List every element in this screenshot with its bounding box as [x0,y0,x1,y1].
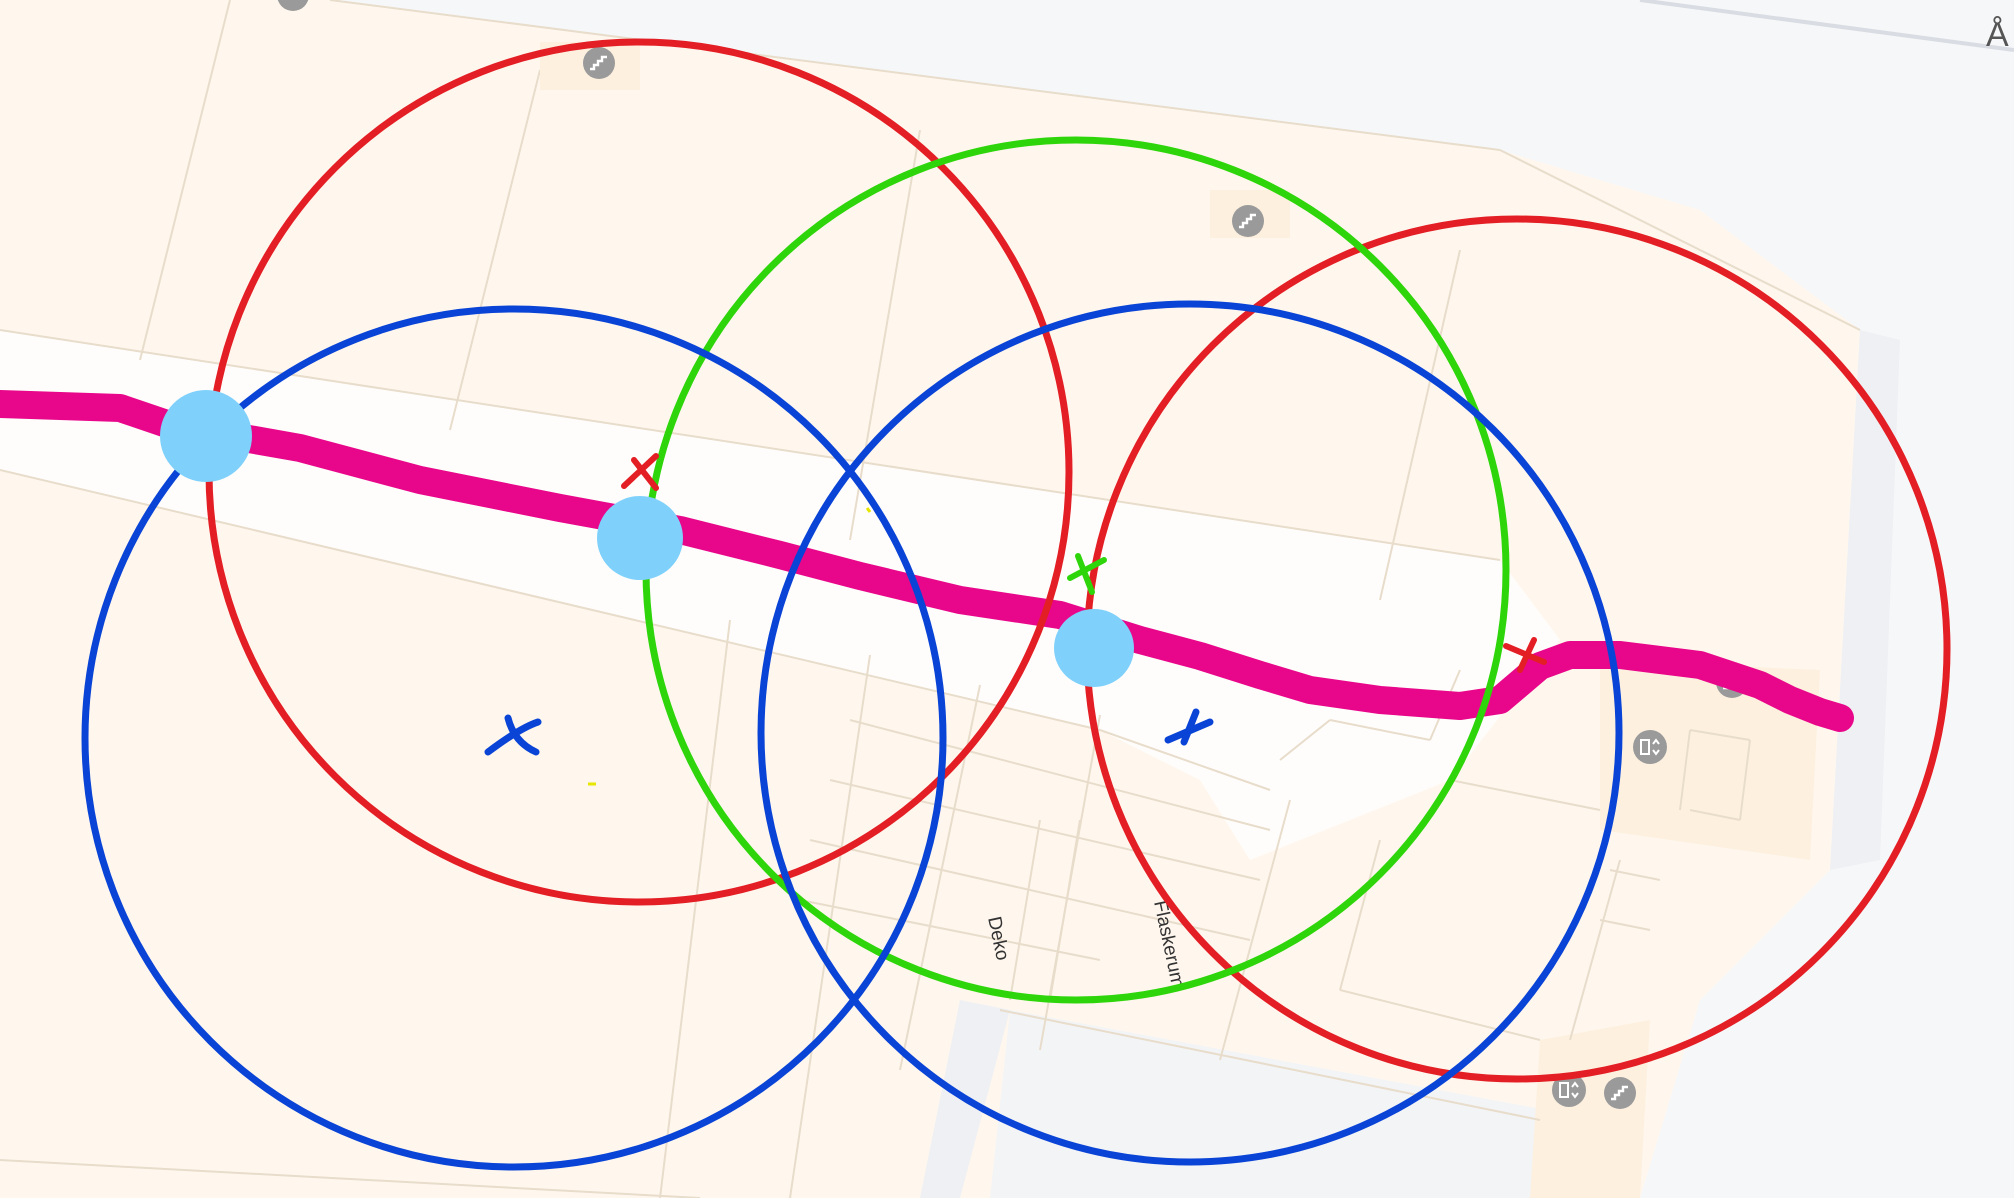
waypoint-1 [160,390,252,482]
waypoint-2 [597,496,683,580]
room-walls [0,0,1861,1198]
edge-label: Å [1986,16,2009,54]
stairs-icon-top-edge[interactable] [277,0,309,11]
green-cross [1067,553,1107,595]
blue-cross-left [484,714,542,756]
route-path [0,390,1854,732]
elevator-icon-bottom[interactable] [1552,1073,1586,1107]
stairs-icon-bottom-right[interactable] [1604,1077,1636,1109]
stairs-icon-top-left[interactable] [540,42,640,90]
red-cross-left [621,453,659,491]
blue-cross-right [1164,708,1214,746]
waypoint-3 [1054,609,1134,687]
waypoints [160,390,1134,687]
yellow-mark-2 [865,507,872,513]
blue-circle-right [757,300,1623,1166]
elevator-icon-right[interactable] [1633,730,1667,764]
stairs-icon-top-middle[interactable] [1210,190,1290,238]
blue-circle-left [81,305,947,1171]
red-cross-right [1503,637,1547,673]
